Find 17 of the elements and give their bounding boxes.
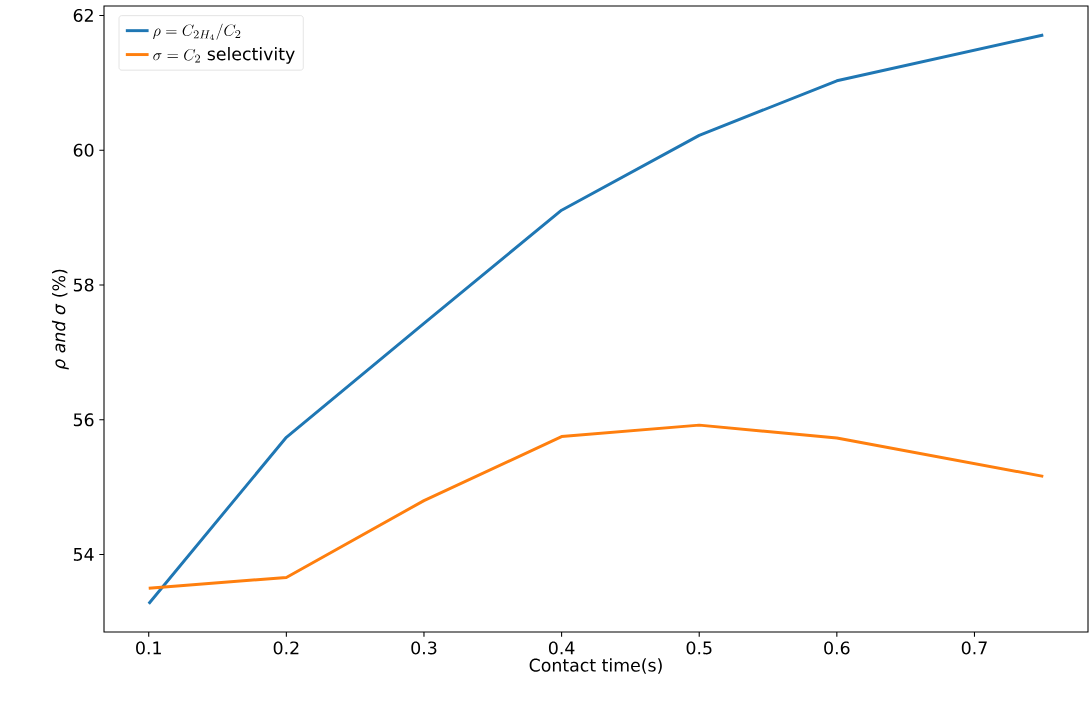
y-tick-label: 62 [73,8,93,22]
legend-label: $\sigma = C_2\ \mathrm{selectivity}$ [153,46,295,64]
x-tick-label: 0.2 [273,641,299,655]
y-tick-label: 54 [73,548,94,561]
x-tick-label: 0.4 [548,641,575,655]
line-series [147,423,1045,590]
y-axis-title: ρ and σ (%) [51,269,69,370]
x-axis-title: Contact time(s) [529,658,662,674]
y-tick-label: 56 [73,413,94,427]
y-tick-label: 58 [73,278,94,292]
y-tick-label: 60 [73,143,94,157]
x-tick-label: 0.7 [961,641,987,655]
x-tick-label: 0.6 [824,641,850,655]
x-tick-label: 0.3 [411,641,437,655]
x-tick-label: 0.5 [686,641,712,655]
legend-label: $\rho = C_{2H_4}/C_2$ [153,23,241,40]
x-tick-label: 0.1 [136,641,161,655]
